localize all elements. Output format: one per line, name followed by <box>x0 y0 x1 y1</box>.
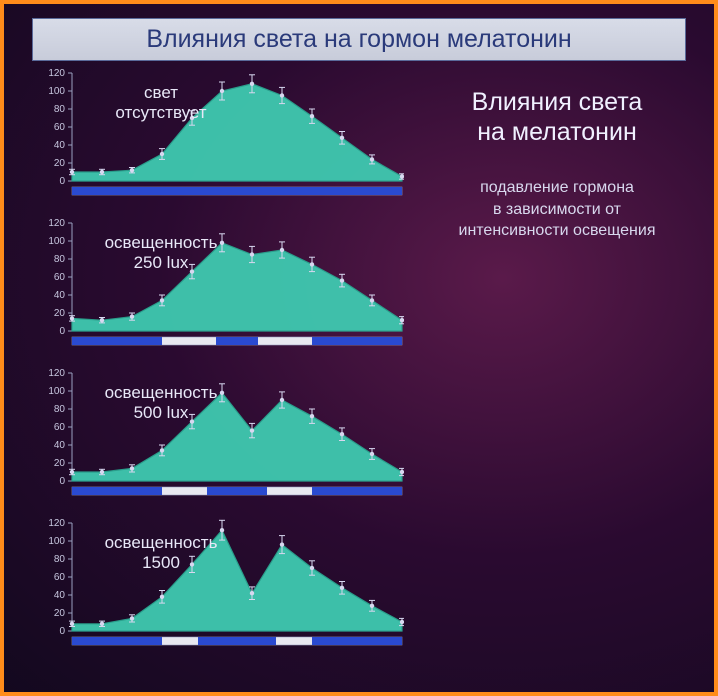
svg-text:0: 0 <box>59 626 65 637</box>
svg-text:60: 60 <box>54 122 66 133</box>
chart-label: освещенность1500 <box>96 533 226 572</box>
content-row: 0 20 40 60 80 100 120 светотсутствует 0 20 40 60 80 1… <box>4 69 714 669</box>
svg-text:120: 120 <box>48 369 65 379</box>
charts-column: 0 20 40 60 80 100 120 светотсутствует 0 20 40 60 80 1… <box>34 69 404 669</box>
svg-text:60: 60 <box>54 272 66 283</box>
svg-text:60: 60 <box>54 422 66 433</box>
chart-label: освещенность250 lux <box>96 233 226 272</box>
svg-text:120: 120 <box>48 69 65 79</box>
svg-text:80: 80 <box>54 554 66 565</box>
svg-text:40: 40 <box>54 440 66 451</box>
svg-text:80: 80 <box>54 104 66 115</box>
melatonin-chart-1: 0 20 40 60 80 100 120 освещенность250 lux <box>34 219 404 355</box>
svg-text:80: 80 <box>54 254 66 265</box>
svg-text:40: 40 <box>54 290 66 301</box>
svg-text:100: 100 <box>48 86 65 97</box>
chart-label: освещенность500 lux <box>96 383 226 422</box>
side-subtitle: подавление гормонав зависимости отинтенс… <box>422 177 692 242</box>
melatonin-chart-3: 0 20 40 60 80 100 120 освещенность1500 <box>34 519 404 655</box>
svg-text:60: 60 <box>54 572 66 583</box>
svg-text:100: 100 <box>48 386 65 397</box>
svg-text:20: 20 <box>54 608 66 619</box>
svg-text:0: 0 <box>59 176 65 187</box>
svg-text:100: 100 <box>48 236 65 247</box>
svg-text:20: 20 <box>54 458 66 469</box>
melatonin-chart-0: 0 20 40 60 80 100 120 светотсутствует <box>34 69 404 205</box>
page-title: Влияния света на гормон мелатонин <box>32 18 686 61</box>
svg-text:0: 0 <box>59 476 65 487</box>
svg-text:120: 120 <box>48 219 65 229</box>
melatonin-chart-2: 0 20 40 60 80 100 120 освещенность500 lux <box>34 369 404 505</box>
side-title: Влияния светана мелатонин <box>422 87 692 147</box>
svg-text:80: 80 <box>54 404 66 415</box>
chart-label: светотсутствует <box>96 83 226 122</box>
svg-text:0: 0 <box>59 326 65 337</box>
side-column: Влияния светана мелатонин подавление гор… <box>404 69 692 669</box>
svg-text:100: 100 <box>48 536 65 547</box>
svg-text:40: 40 <box>54 140 66 151</box>
svg-text:20: 20 <box>54 308 66 319</box>
svg-text:120: 120 <box>48 519 65 529</box>
svg-text:40: 40 <box>54 590 66 601</box>
svg-text:20: 20 <box>54 158 66 169</box>
